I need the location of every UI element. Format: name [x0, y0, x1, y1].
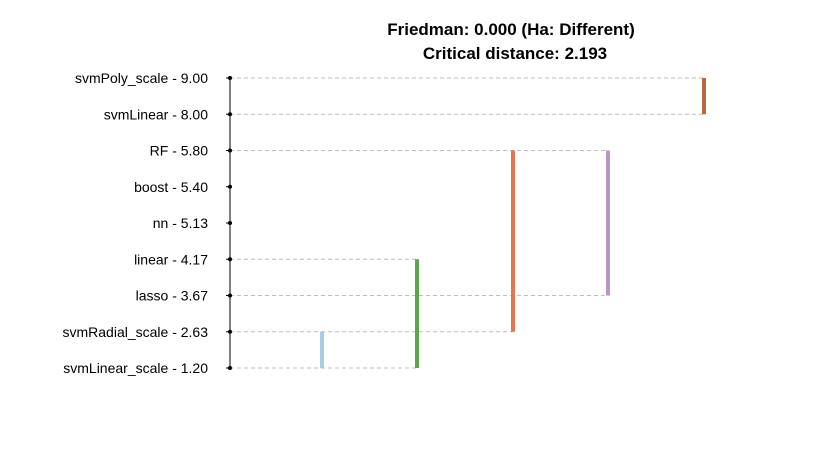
row-label-boost: boost - 5.40 [134, 179, 208, 195]
rank-point-RF [228, 148, 232, 153]
rank-point-nn [228, 221, 232, 225]
row-label-RF: RF - 5.80 [150, 143, 209, 159]
rank-point-svmLinear [228, 112, 232, 117]
rows-layer: svmPoly_scale - 9.00 svmLinear - 8.00 RF -… [62, 70, 704, 376]
row-lasso: lasso - 3.67 [136, 288, 608, 304]
row-label-svmLinear_scale: svmLinear_scale - 1.20 [63, 360, 208, 376]
chart-title: Friedman: 0.000 (Ha: Different) [387, 20, 635, 39]
row-label-svmPoly_scale: svmPoly_scale - 9.00 [75, 70, 208, 86]
row-boost: boost - 5.40 [134, 179, 232, 195]
row-label-svmRadial_scale: svmRadial_scale - 2.63 [62, 324, 208, 340]
row-RF: RF - 5.80 [150, 143, 608, 159]
row-label-lasso: lasso - 3.67 [136, 288, 209, 304]
row-label-svmLinear: svmLinear - 8.00 [104, 106, 208, 122]
row-label-nn: nn - 5.13 [153, 215, 208, 231]
rank-point-svmRadial_scale [228, 329, 232, 334]
row-svmLinear: svmLinear - 8.00 [104, 106, 704, 122]
chart-subtitle: Critical distance: 2.193 [423, 44, 607, 63]
rank-point-svmPoly_scale [228, 76, 232, 80]
rank-point-lasso [228, 293, 232, 298]
groups-layer [320, 78, 706, 368]
row-linear: linear - 4.17 [134, 251, 417, 267]
rank-point-svmLinear_scale [228, 366, 232, 370]
row-svmPoly_scale: svmPoly_scale - 9.00 [75, 70, 704, 86]
row-svmLinear_scale: svmLinear_scale - 1.20 [63, 360, 417, 376]
row-label-linear: linear - 4.17 [134, 251, 208, 267]
row-svmRadial_scale: svmRadial_scale - 2.63 [62, 324, 513, 340]
row-nn: nn - 5.13 [153, 215, 232, 231]
rank-point-linear [228, 257, 232, 262]
rank-point-boost [228, 184, 232, 189]
